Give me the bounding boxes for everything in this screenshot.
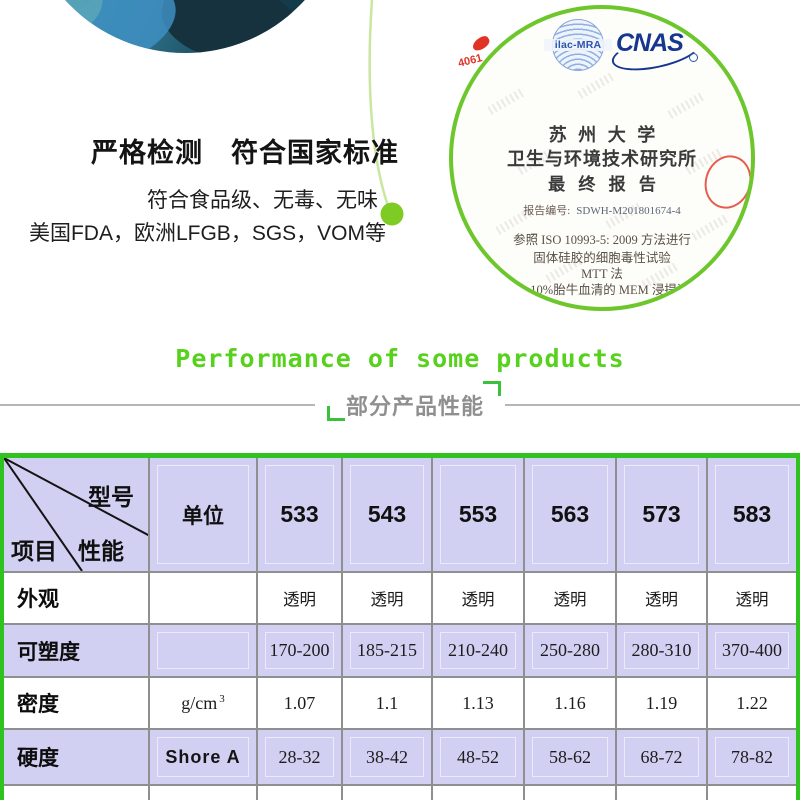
header-model-573: 573: [617, 458, 708, 571]
red-stamp-fragment: [470, 34, 492, 53]
row-label: 可塑度: [4, 625, 150, 676]
hero-heading: 严格检测 符合国家标准: [91, 138, 399, 168]
cell-empty: [433, 786, 525, 800]
cell-value: 1.16: [525, 678, 617, 728]
header-model-583: 583: [708, 458, 796, 571]
cell-empty: [343, 786, 433, 800]
cell-value: 68-72: [617, 730, 708, 784]
cell-empty: [150, 786, 258, 800]
product-photo-circle: [23, 0, 347, 53]
cell-empty: [525, 786, 617, 800]
table-row-density: 密度 g/cm 3 1.07 1.1 1.13 1.16 1.19 1.22: [4, 678, 796, 730]
header-model-553: 553: [433, 458, 525, 571]
cell-value: 透明: [735, 590, 769, 609]
photo-shadow-fold: [154, 0, 308, 53]
header-unit: 单位: [150, 458, 258, 571]
density-unit: g/cm 3: [181, 692, 225, 713]
cell-value: 1.07: [258, 678, 343, 728]
report-number-label: 报告编号:: [523, 205, 571, 217]
cell-value: 1.1: [343, 678, 433, 728]
cell-value: 透明: [258, 573, 343, 623]
cell-empty: [617, 786, 708, 800]
cell-value: 28-32: [258, 730, 343, 784]
corner-label-item: 项目: [11, 538, 57, 564]
divider-line-left: [0, 404, 315, 406]
row-unit: [150, 573, 258, 623]
cell-empty: [258, 786, 343, 800]
cell-value: 透明: [433, 573, 525, 623]
cell-empty: [708, 786, 796, 800]
certificate-method-line: 参照 ISO 10993-5: 2009 方法进行: [513, 233, 691, 247]
cnas-label: CNAS: [616, 29, 684, 57]
row-label: 外观: [4, 573, 150, 623]
cell-value: 78-82: [708, 730, 796, 784]
table-corner-cell: 型号 性能 项目: [4, 458, 150, 571]
cell-value: 185-215: [343, 625, 433, 676]
spec-table: 型号 性能 项目 单位 533 543 553 563 573 583 外观 透…: [0, 453, 800, 800]
cell-value: 透明: [343, 573, 433, 623]
cell-value: 38-42: [343, 730, 433, 784]
section-title-en: Performance of some products: [175, 344, 625, 373]
table-row-clipped: [4, 786, 796, 800]
section-title-cn: 部分产品性能: [345, 394, 484, 419]
cell-value: 1.22: [736, 692, 768, 713]
cell-value: 370-400: [708, 625, 796, 676]
cell-empty: [4, 786, 150, 800]
ilac-mra-globe-icon: ilac-MRA: [544, 19, 612, 71]
cell-value: 1.19: [617, 678, 708, 728]
certificate-university: 苏 州 大 学: [548, 125, 656, 145]
cell-value: 透明: [617, 573, 708, 623]
row-label: 硬度: [4, 730, 150, 784]
green-dot: [380, 202, 404, 226]
cell-value: 58-62: [525, 730, 617, 784]
row-unit: [150, 625, 258, 676]
watermark: [487, 88, 525, 115]
cell-value: 48-52: [433, 730, 525, 784]
row-label: 密度: [4, 678, 150, 728]
header-model-543: 543: [343, 458, 433, 571]
watermark: [577, 72, 615, 99]
corner-label-property: 性能: [78, 538, 124, 564]
header-model-563: 563: [525, 458, 617, 571]
registered-mark-icon: [689, 53, 698, 62]
certificate-mtt-line: MTT 法: [581, 267, 623, 281]
table-row-hardness: 硬度 Shore A 28-32 38-42 48-52 58-62 68-72…: [4, 730, 796, 786]
green-curve-decoration: [368, 0, 404, 226]
row-unit: Shore A: [150, 730, 258, 784]
hero-subline-2: 美国FDA，欧洲LFGB，SGS，VOM等: [28, 222, 386, 245]
table-row-plasticity: 可塑度 170-200 185-215 210-240 250-280 280-…: [4, 625, 796, 678]
hero-subline-1: 符合食品级、无毒、无味: [147, 189, 378, 212]
header-model-533: 533: [258, 458, 343, 571]
corner-label-model: 型号: [88, 484, 134, 510]
row-unit: g/cm 3: [150, 678, 258, 728]
certificate-medium-line: 含 10%胎牛血清的 MEM 浸提液: [514, 283, 690, 297]
cell-value: 透明: [525, 573, 617, 623]
certificate-circle: ilac-MRA CNAS 苏 州 大 学 卫生与环境技术研究所 最 终 报 告…: [449, 5, 755, 311]
table-row-appearance: 外观 透明 透明 透明 透明 透明 透明: [4, 573, 796, 625]
cell-value: 210-240: [433, 625, 525, 676]
cell-value: 170-200: [258, 625, 343, 676]
corner-bracket-top-right-icon: [483, 381, 501, 396]
certificate-institute: 卫生与环境技术研究所: [507, 149, 697, 169]
cell-value: 280-310: [617, 625, 708, 676]
diagonal-lines: [4, 458, 148, 571]
ilac-mra-label: ilac-MRA: [544, 39, 612, 51]
cell-value: 250-280: [525, 625, 617, 676]
watermark: [667, 92, 705, 119]
divider-line-right: [505, 404, 800, 406]
table-header-row: 型号 性能 项目 单位 533 543 553 563 573 583: [4, 458, 796, 573]
report-number-value: SDWH-M201801674-4: [576, 205, 681, 217]
cell-value: 1.13: [433, 678, 525, 728]
corner-bracket-bottom-left-icon: [327, 406, 345, 421]
certificate-report-title: 最 终 报 告: [548, 175, 656, 194]
cnas-logo: CNAS: [608, 24, 704, 78]
certificate-report-number: 报告编号: SDWH-M201801674-4: [453, 202, 751, 218]
certificate-test-line: 固体硅胶的细胞毒性试验: [533, 251, 671, 265]
